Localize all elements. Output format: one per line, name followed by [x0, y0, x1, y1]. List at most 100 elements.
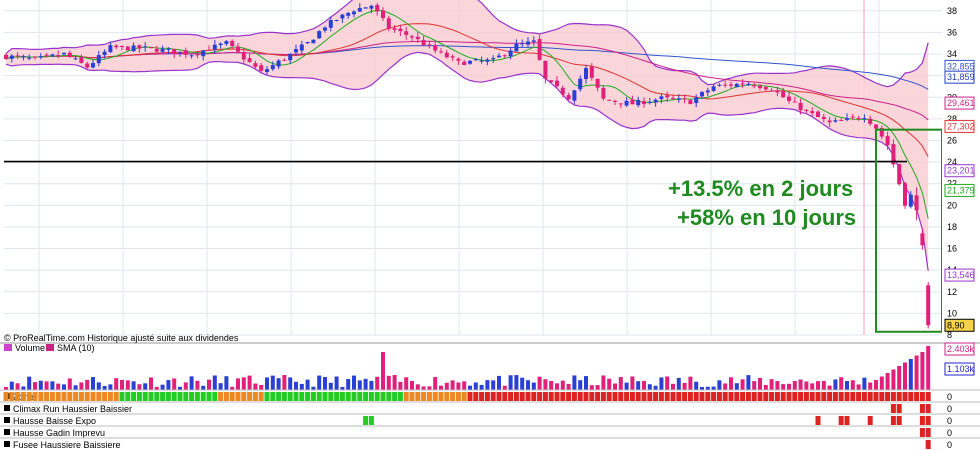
- volume-bar: [195, 380, 200, 390]
- signal-cell: [919, 428, 925, 437]
- zone-cell: [368, 392, 374, 401]
- volume-bar: [450, 380, 455, 390]
- zone-cell: [844, 392, 850, 401]
- volume-bar: [421, 386, 426, 390]
- moving-averages: [5, 9, 929, 219]
- price-tag-label: 13,546: [947, 270, 975, 280]
- candle-body: [642, 101, 646, 105]
- candle-body: [241, 52, 246, 60]
- volume-bar: [601, 375, 606, 390]
- zone-cell: [328, 392, 334, 401]
- candle-body: [514, 43, 519, 52]
- volume-bar: [497, 375, 501, 390]
- candle-body: [114, 45, 119, 48]
- volume-bar: [647, 384, 652, 390]
- zone-cell: [322, 392, 328, 401]
- signal-cell: [838, 416, 844, 425]
- zone-cell: [792, 392, 798, 401]
- indicator-label: Fusee Haussiere Baissiere: [13, 440, 121, 450]
- indicator-value: 0: [947, 392, 952, 402]
- candle-body: [758, 85, 762, 89]
- copyright-text: © ProRealTime.com Historique ajusté suit…: [4, 333, 239, 343]
- zone-cell: [803, 392, 809, 401]
- candle-body: [584, 68, 588, 80]
- zone-cell: [560, 392, 566, 401]
- zone-cell: [600, 392, 606, 401]
- price-tick-label: 12: [947, 287, 957, 297]
- candle-body: [195, 54, 200, 56]
- zone-cell: [84, 392, 90, 401]
- candle-body: [340, 14, 345, 19]
- volume-bar: [531, 382, 536, 390]
- candle-body: [926, 285, 931, 326]
- zone-cell: [287, 392, 293, 401]
- candle-body: [473, 59, 478, 61]
- candle-body: [102, 51, 107, 56]
- zone-cell: [734, 392, 740, 401]
- candle-body: [131, 45, 136, 52]
- candle-body: [717, 84, 722, 86]
- price-tag-label: 32,855: [947, 61, 975, 71]
- indicator-swatch: [4, 405, 10, 411]
- zone-cell: [403, 392, 409, 401]
- volume-bar: [462, 381, 467, 390]
- zone-cell: [206, 392, 212, 401]
- zone-cell: [426, 392, 432, 401]
- signal-cell: [896, 416, 902, 425]
- candle-body: [236, 46, 240, 52]
- volume-bar: [189, 376, 194, 390]
- candle-body: [33, 56, 37, 58]
- volume-bar: [392, 375, 397, 390]
- signal-cell: [890, 404, 896, 413]
- price-tag-label: 8,90: [947, 320, 965, 330]
- volume-bar: [236, 378, 240, 390]
- price-tick-label: 34: [947, 49, 957, 59]
- zone-cell: [542, 392, 548, 401]
- candle-body: [178, 51, 182, 53]
- volume-bar: [62, 384, 66, 390]
- zone-cell: [629, 392, 635, 401]
- candle-body: [630, 99, 635, 105]
- price-tick-label: 22: [947, 179, 957, 189]
- volume-bar: [613, 383, 617, 390]
- zone-cell: [508, 392, 514, 401]
- candle-body: [172, 48, 177, 54]
- zone-cell: [885, 392, 891, 401]
- candle-body: [421, 39, 426, 46]
- candle-body: [444, 52, 449, 58]
- candle-body: [601, 87, 606, 99]
- candle-body: [415, 36, 420, 40]
- candle-body: [96, 55, 101, 64]
- volume-bar: [589, 385, 594, 390]
- zone-cell: [635, 392, 641, 401]
- zone-cell: [165, 392, 171, 401]
- candle-body: [705, 90, 710, 93]
- volume-bar: [317, 375, 322, 390]
- zone-cell: [357, 392, 363, 401]
- zone-cell: [890, 392, 896, 401]
- candle-body: [44, 54, 49, 56]
- volume-bar: [485, 380, 490, 390]
- volume-bar: [67, 378, 72, 390]
- candle-body: [589, 66, 594, 78]
- zone-cell: [276, 392, 282, 401]
- zone-cell: [914, 392, 920, 401]
- zone-cell: [757, 392, 763, 401]
- price-tick-label: 24: [947, 157, 957, 167]
- zone-cell: [653, 392, 659, 401]
- volume-bar: [305, 379, 310, 390]
- volume-tag-box: [944, 342, 975, 356]
- zone-cell: [102, 392, 108, 401]
- zone-cell: [61, 392, 67, 401]
- candle-body: [15, 55, 20, 57]
- volume-bar: [688, 376, 693, 390]
- volume-bar: [282, 375, 287, 390]
- candle-body: [839, 120, 844, 122]
- indicator-value: 0: [947, 404, 952, 414]
- zone-cell: [740, 392, 746, 401]
- zone-cell: [577, 392, 583, 401]
- signal-cell: [363, 416, 369, 425]
- sma-legend-label: SMA (10): [57, 343, 95, 353]
- candle-body: [91, 63, 95, 68]
- zone-cell: [218, 392, 224, 401]
